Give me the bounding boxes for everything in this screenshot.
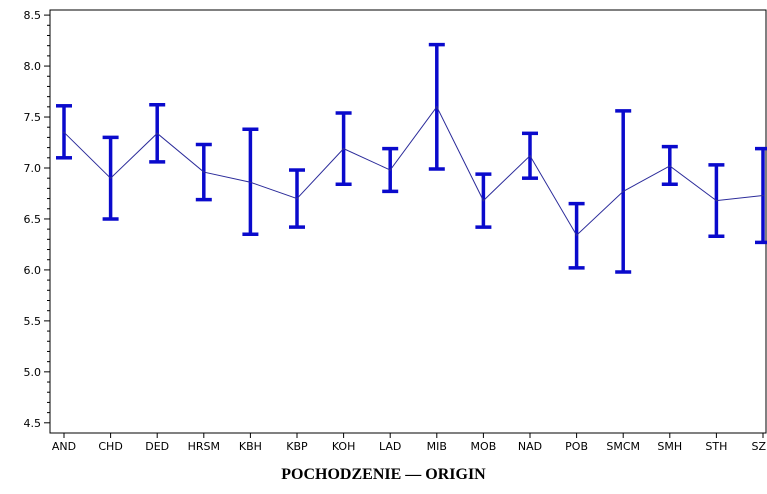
x-tick-label: NAD bbox=[518, 440, 542, 453]
mean-point bbox=[342, 147, 345, 150]
x-tick-label: POB bbox=[565, 440, 588, 453]
y-axis: 4.5 5.0 5.5 6.0 6.5 7.0 7.5 8.0 8.5 bbox=[24, 9, 50, 430]
x-tick-label: KBP bbox=[286, 440, 308, 453]
error-bars bbox=[56, 42, 767, 274]
x-tick-label: KOH bbox=[332, 440, 356, 453]
x-tick-label: SZD bbox=[752, 440, 767, 453]
x-tick-label: AND bbox=[52, 440, 76, 453]
mean-point bbox=[249, 181, 252, 184]
y-tick-label: 7.0 bbox=[24, 162, 42, 175]
x-axis-label: POCHODZENIE — ORIGIN bbox=[281, 466, 486, 483]
x-tick-label: MIB bbox=[427, 440, 447, 453]
mean-point bbox=[575, 234, 578, 237]
y-tick-label: 6.0 bbox=[24, 264, 42, 277]
x-tick-label: SMCM bbox=[606, 440, 640, 453]
mean-point bbox=[389, 169, 392, 171]
x-tick-label: HRSM bbox=[188, 440, 220, 453]
mean-point bbox=[203, 171, 205, 173]
y-tick-label: 7.5 bbox=[24, 111, 42, 124]
mean-point bbox=[715, 199, 718, 202]
mean-point bbox=[622, 190, 624, 193]
y-tick-label: 4.5 bbox=[24, 417, 42, 430]
x-tick-label: SMH bbox=[657, 440, 682, 453]
mean-line bbox=[63, 105, 764, 237]
mean-point bbox=[482, 199, 485, 202]
mean-point bbox=[436, 106, 438, 108]
mean-line-group bbox=[63, 105, 764, 237]
x-axis: AND CHD DED HRSM KBH KBP KOH LAD MIB MOB NAD POB SMC… bbox=[52, 433, 767, 453]
y-tick-label: 8.5 bbox=[24, 9, 42, 22]
mean-point bbox=[529, 154, 531, 157]
mean-point bbox=[156, 132, 158, 135]
y-tick-label: 8.0 bbox=[24, 60, 42, 73]
x-tick-label: KBH bbox=[239, 440, 262, 453]
mean-point bbox=[762, 194, 764, 197]
x-tick-label: MOB bbox=[471, 440, 497, 453]
x-tick-label: LAD bbox=[379, 440, 401, 453]
x-tick-label: STH bbox=[705, 440, 727, 453]
mean-point bbox=[109, 177, 112, 179]
plot-border bbox=[49, 9, 767, 434]
plot-area bbox=[49, 9, 767, 434]
y-tick-label: 5.5 bbox=[24, 315, 42, 328]
x-tick-label: CHD bbox=[98, 440, 122, 453]
y-tick-label: 6.5 bbox=[24, 213, 42, 226]
mean-point bbox=[63, 131, 65, 134]
mean-point bbox=[669, 165, 671, 167]
x-tick-label: DED bbox=[145, 440, 169, 453]
mean-point bbox=[296, 197, 298, 200]
y-tick-label: 5.0 bbox=[24, 366, 42, 379]
